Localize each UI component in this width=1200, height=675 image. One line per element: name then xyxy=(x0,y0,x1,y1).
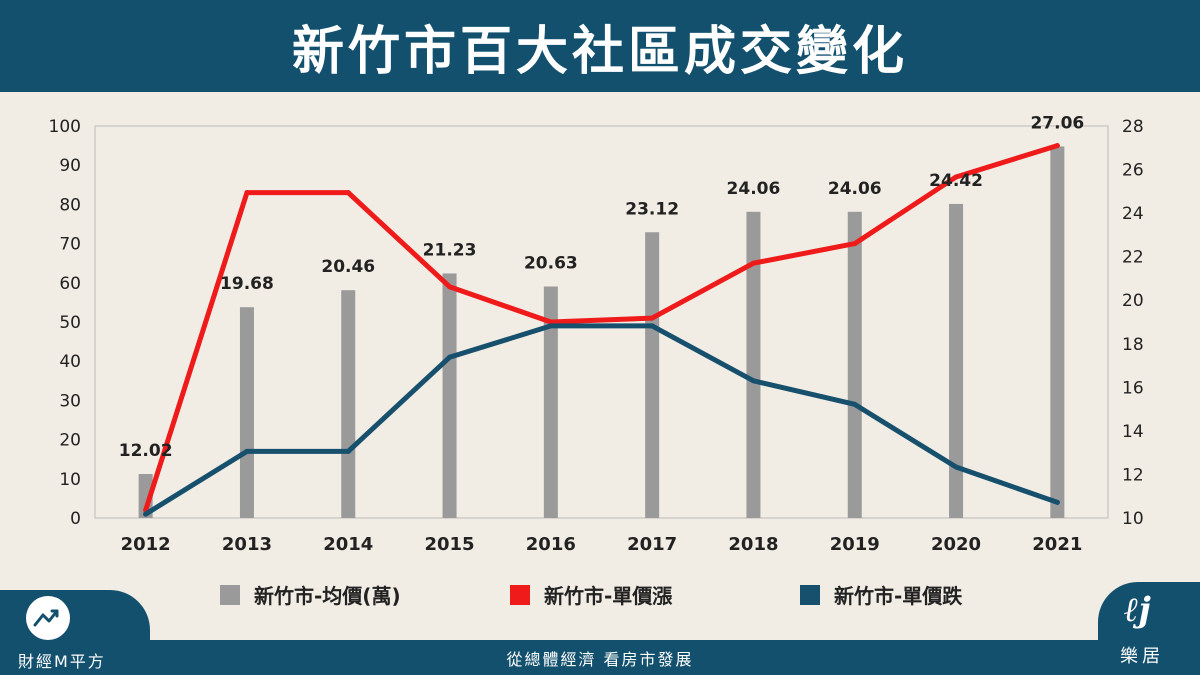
line-price-rise-point xyxy=(1054,143,1060,149)
line-price-rise-point xyxy=(852,241,858,247)
legend-swatch-rise xyxy=(510,584,530,605)
trend-chart-icon xyxy=(26,596,70,640)
line-price-rise-point xyxy=(447,284,453,290)
y-left-tick-label: 90 xyxy=(59,156,81,176)
line-price-fall-point xyxy=(244,448,250,454)
line-price-rise-point xyxy=(649,315,655,321)
y-left-tick-label: 60 xyxy=(59,274,81,294)
bar-average xyxy=(543,286,558,518)
y-right-tick-label: 26 xyxy=(1122,161,1144,181)
legend-swatch-average xyxy=(220,584,240,605)
x-tick-label: 2015 xyxy=(424,534,474,555)
line-price-fall-point xyxy=(447,354,453,360)
bar-data-label: 19.68 xyxy=(220,274,274,294)
x-tick-label: 2017 xyxy=(627,534,677,555)
bar-data-label: 24.06 xyxy=(727,179,781,199)
legend-label-rise: 新竹市-單價漲 xyxy=(544,584,673,608)
bar-average xyxy=(645,232,660,518)
y-left-tick-label: 10 xyxy=(59,470,81,490)
bar-data-label: 24.06 xyxy=(828,179,882,199)
y-right-tick-label: 22 xyxy=(1122,248,1144,268)
line-price-fall-point xyxy=(953,464,959,470)
line-price-fall-point xyxy=(548,323,554,329)
y-right-tick-label: 28 xyxy=(1122,117,1144,137)
x-tick-label: 2012 xyxy=(121,534,171,555)
x-tick-label: 2020 xyxy=(931,534,981,555)
bar-average xyxy=(239,307,254,518)
y-left-tick-label: 20 xyxy=(59,431,81,451)
y-right-tick-label: 16 xyxy=(1122,378,1144,398)
bar-data-label: 12.02 xyxy=(119,441,173,461)
x-tick-label: 2019 xyxy=(830,534,880,555)
line-price-rise-point xyxy=(953,174,959,180)
bar-data-label: 24.42 xyxy=(929,171,983,191)
brand-left-name: 財經M平方 xyxy=(18,652,106,671)
y-right-tick-label: 24 xyxy=(1122,204,1144,224)
line-price-fall-point xyxy=(649,323,655,329)
y-right-tick-label: 12 xyxy=(1122,465,1144,485)
bar-data-label: 20.63 xyxy=(524,254,578,274)
y-left-tick-label: 30 xyxy=(59,391,81,411)
legend: 新竹市-均價(萬) 新竹市-單價漲 新竹市-單價跌 xyxy=(0,580,1200,620)
line-price-rise xyxy=(143,143,1060,513)
footer-slogan: 從總體經濟 看房市發展 xyxy=(506,649,694,669)
bar-data-label: 21.23 xyxy=(423,240,477,260)
chart-title: 新竹市百大社區成交變化 xyxy=(291,21,908,82)
y-left-tick-label: 100 xyxy=(49,117,81,137)
line-price-rise-point xyxy=(548,319,554,325)
line-price-fall-point xyxy=(143,511,149,517)
y-left-tick-label: 80 xyxy=(59,195,81,215)
bar-data-label: 20.46 xyxy=(321,257,375,277)
chart-area: 0 10 20 30 40 50 60 70 80 90 100 10 12 14 16 18 20 22 24 2… xyxy=(0,92,1200,602)
bar-data-label: 23.12 xyxy=(625,199,679,219)
legend-item-average: 新竹市-均價(萬) xyxy=(220,580,401,609)
bar-data-label: 27.06 xyxy=(1030,113,1084,133)
y-left-tick-label: 40 xyxy=(59,352,81,372)
title-banner: 新竹市百大社區成交變化 xyxy=(0,0,1200,92)
line-price-rise-point xyxy=(345,190,351,196)
bar-average xyxy=(1050,146,1065,518)
x-tick-label: 2018 xyxy=(728,534,778,555)
legend-item-fall: 新竹市-單價跌 xyxy=(800,580,962,609)
legend-item-rise: 新竹市-單價漲 xyxy=(510,580,672,609)
y-left-tick-label: 0 xyxy=(70,509,81,529)
legend-label-average: 新竹市-均價(萬) xyxy=(254,584,401,608)
y-right-tick-label: 14 xyxy=(1122,422,1144,442)
x-tick-label: 2021 xyxy=(1032,534,1082,555)
plot-frame xyxy=(94,125,1109,519)
y-right-tick-label: 18 xyxy=(1122,335,1144,355)
y-right-tick-label: 10 xyxy=(1122,509,1144,529)
legend-label-fall: 新竹市-單價跌 xyxy=(834,584,963,608)
house-logo-icon: ℓj xyxy=(1124,590,1151,630)
line-price-fall-point xyxy=(345,448,351,454)
y-right-tick-label: 20 xyxy=(1122,291,1144,311)
line-price-rise-point xyxy=(244,190,250,196)
x-tick-label: 2013 xyxy=(222,534,272,555)
bar-average xyxy=(746,211,761,518)
line-price-fall-point xyxy=(1054,499,1060,505)
bar-average xyxy=(847,211,862,518)
line-price-fall-point xyxy=(750,378,756,384)
y-left-tick-label: 50 xyxy=(59,313,81,333)
line-price-fall xyxy=(143,323,1060,517)
brand-right-name: 樂居 xyxy=(1120,646,1164,667)
bar-average xyxy=(949,203,964,518)
x-tick-label: 2016 xyxy=(526,534,576,555)
x-tick-label: 2014 xyxy=(323,534,373,555)
bar-average xyxy=(341,290,356,518)
y-left-tick-label: 70 xyxy=(59,235,81,255)
legend-swatch-fall xyxy=(800,584,820,605)
combo-chart: 0 10 20 30 40 50 60 70 80 90 100 10 12 14 16 18 20 22 24 2… xyxy=(49,113,1144,555)
line-price-fall-point xyxy=(852,401,858,407)
bar-average xyxy=(442,273,457,518)
brand-left-badge: 財經M平方 xyxy=(0,590,150,675)
footer-band: 從總體經濟 看房市發展 xyxy=(0,640,1200,675)
brand-right-badge: ℓj 樂居 xyxy=(1098,582,1200,675)
line-price-rise-point xyxy=(750,260,756,266)
